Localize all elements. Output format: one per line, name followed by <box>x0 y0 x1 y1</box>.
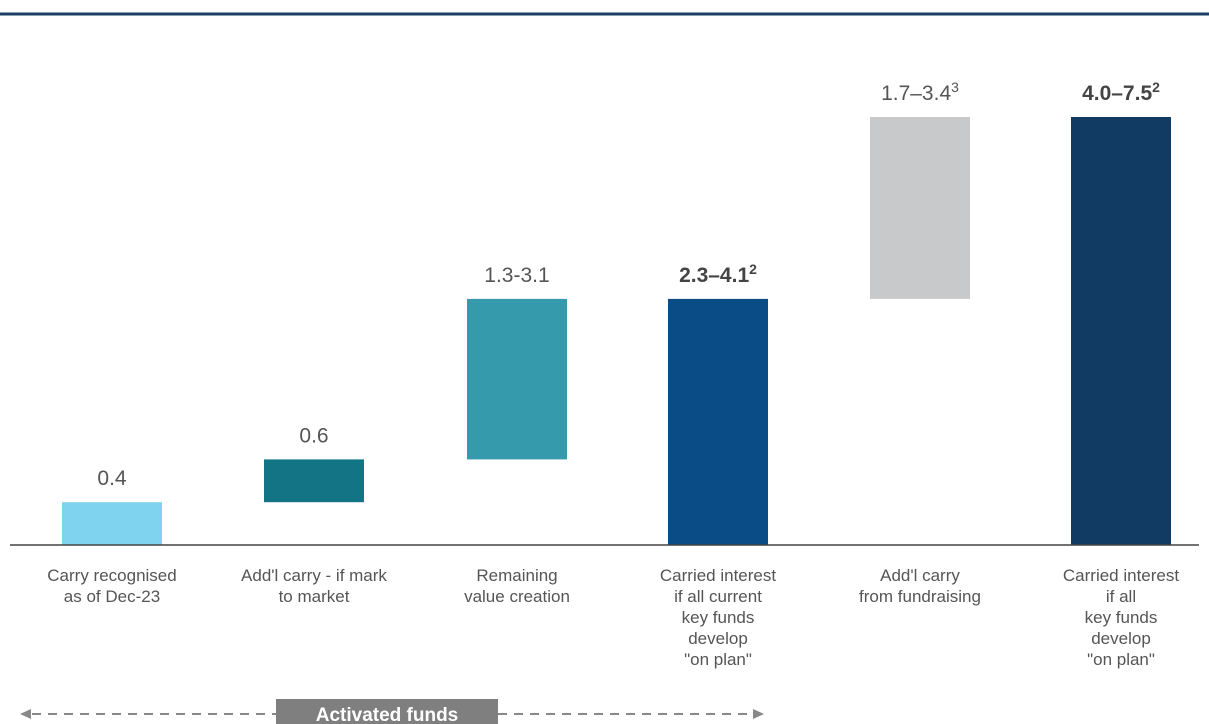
category-label-4-line-1: Carried interest <box>660 566 776 585</box>
bar-5 <box>870 117 970 299</box>
category-label-4-line-4: develop <box>688 629 748 648</box>
category-label-4-line-2: if all current <box>674 587 762 606</box>
bar-value-label-5: 1.7–3.43 <box>881 79 959 105</box>
category-label-3-line-2: value creation <box>464 587 570 606</box>
bar-value-label-2: 0.6 <box>299 424 328 447</box>
bar-2 <box>264 459 364 503</box>
bar-6 <box>1071 117 1171 545</box>
bar-value-label-4: 2.3–4.12 <box>679 261 757 287</box>
footnote-marker: 2 <box>749 261 757 277</box>
category-labels: Carry recognised as of Dec-23 Add'l carry … <box>47 566 1179 669</box>
category-label-1-line-1: Carry recognised <box>47 566 176 585</box>
span-label: Activated funds <box>316 705 459 724</box>
category-label-3-line-1: Remaining <box>476 566 557 585</box>
bar-value-label-3: 1.3-3.1 <box>484 264 549 287</box>
bar-1 <box>62 502 162 545</box>
bars-layer: 0.4 0.6 1.3-3.1 2.3–4.12 1.7–3.43 4.0–7.52 <box>62 79 1171 545</box>
span-arrow-left-icon <box>20 709 31 719</box>
bar-value-label-1: 0.4 <box>97 467 127 490</box>
category-label-4-line-5: "on plan" <box>684 650 752 669</box>
bar-3 <box>467 298 567 460</box>
bar-4 <box>668 298 768 545</box>
category-label-6-line-2: if all <box>1106 587 1136 606</box>
category-label-6-line-3: key funds <box>1085 608 1158 627</box>
category-label-1-line-2: as of Dec-23 <box>64 587 160 606</box>
category-label-5-line-2: from fundraising <box>859 587 981 606</box>
category-label-6-line-1: Carried interest <box>1063 566 1179 585</box>
category-label-6-line-5: "on plan" <box>1087 650 1155 669</box>
footnote-marker: 3 <box>951 79 959 95</box>
bar-value-label-6: 4.0–7.52 <box>1082 79 1160 105</box>
span-arrow-right-icon <box>753 709 764 719</box>
span-box <box>276 699 498 724</box>
category-label-2-line-2: to market <box>279 587 350 606</box>
footnote-marker: 2 <box>1152 79 1160 95</box>
category-label-6-line-4: develop <box>1091 629 1151 648</box>
category-label-5-line-1: Add'l carry <box>880 566 960 585</box>
category-label-4-line-3: key funds <box>682 608 755 627</box>
category-label-2-line-1: Add'l carry - if mark <box>241 566 387 585</box>
activated-funds-span: Activated funds <box>20 699 764 724</box>
